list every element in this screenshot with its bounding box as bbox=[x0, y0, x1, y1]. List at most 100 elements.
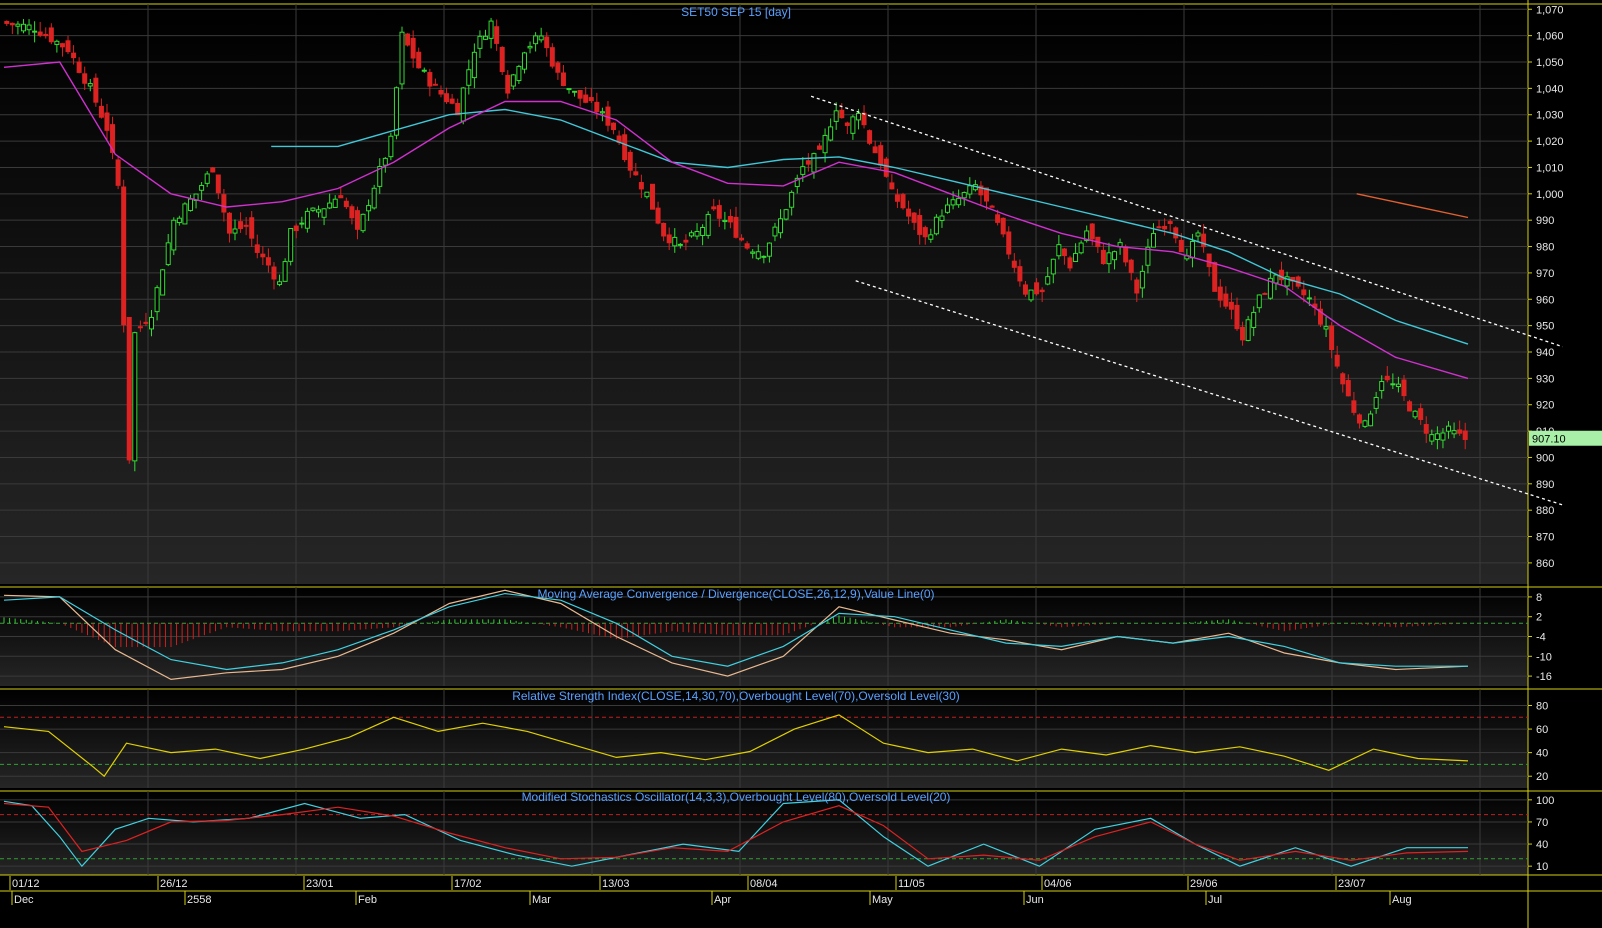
y-tick-label: 980 bbox=[1536, 242, 1554, 254]
panel-title: Moving Average Convergence / Divergence(… bbox=[537, 587, 934, 601]
candle-down bbox=[816, 145, 823, 150]
y-tick-label: 40 bbox=[1536, 748, 1548, 760]
candle-up bbox=[1273, 274, 1279, 284]
candle-down bbox=[265, 257, 271, 266]
panel-title: SET50 SEP 15 [day] bbox=[681, 5, 791, 19]
candle-down bbox=[911, 212, 917, 223]
candle bbox=[438, 85, 444, 98]
candle-up bbox=[750, 251, 756, 254]
candle-up bbox=[304, 210, 310, 229]
candle bbox=[839, 103, 845, 119]
candle bbox=[1056, 234, 1062, 260]
candle bbox=[538, 27, 544, 43]
candle-up bbox=[783, 209, 789, 220]
candle-down bbox=[1334, 354, 1340, 367]
candle-up bbox=[182, 203, 188, 225]
candle-up bbox=[1150, 233, 1156, 248]
candle bbox=[20, 19, 26, 34]
y-tick-label: -10 bbox=[1536, 651, 1552, 663]
candle-down bbox=[243, 224, 249, 227]
candle-up bbox=[1429, 434, 1435, 442]
candle-up bbox=[1073, 252, 1079, 263]
candle-up bbox=[332, 198, 338, 208]
candle-up bbox=[1045, 276, 1051, 285]
candle bbox=[76, 57, 82, 74]
candle-up bbox=[1267, 277, 1273, 299]
candle-down bbox=[1407, 401, 1413, 412]
candle bbox=[1457, 420, 1463, 436]
candle-up bbox=[288, 228, 294, 262]
candle bbox=[521, 51, 527, 74]
candle-down bbox=[633, 171, 639, 176]
candle-down bbox=[1201, 233, 1207, 248]
candle bbox=[354, 206, 360, 240]
y-tick-label: 920 bbox=[1536, 400, 1554, 412]
candle-up bbox=[722, 219, 728, 223]
candle bbox=[1039, 287, 1045, 303]
candle-down bbox=[622, 134, 628, 161]
candle-down bbox=[494, 26, 500, 44]
candle bbox=[1440, 428, 1446, 449]
candle-up bbox=[677, 243, 683, 246]
candle bbox=[544, 32, 550, 57]
candle bbox=[772, 222, 778, 242]
candle-down bbox=[1206, 253, 1212, 268]
candle bbox=[43, 27, 49, 39]
candle-up bbox=[1106, 252, 1112, 265]
y-tick-label: 900 bbox=[1536, 452, 1554, 464]
candle bbox=[688, 230, 694, 238]
candle-down bbox=[594, 101, 600, 113]
candle bbox=[388, 132, 394, 161]
candle-up bbox=[761, 255, 767, 258]
candle bbox=[1362, 419, 1368, 429]
candle-down bbox=[110, 124, 116, 153]
candle-down bbox=[583, 94, 589, 103]
candle-down bbox=[59, 43, 65, 48]
candle bbox=[26, 19, 32, 35]
candle-up bbox=[1395, 383, 1401, 388]
candle-down bbox=[805, 160, 811, 165]
candle-down bbox=[43, 33, 49, 37]
candle bbox=[1034, 278, 1040, 296]
y-tick-label: -16 bbox=[1536, 671, 1552, 683]
candle-up bbox=[1056, 244, 1062, 257]
candle-up bbox=[850, 116, 856, 134]
candle bbox=[1201, 224, 1207, 253]
candle bbox=[199, 181, 205, 201]
candle-down bbox=[416, 51, 422, 69]
candle-up bbox=[1251, 311, 1257, 328]
candle bbox=[850, 114, 856, 140]
candle-up bbox=[967, 185, 973, 195]
candle-up bbox=[1379, 381, 1385, 392]
candle-down bbox=[1017, 266, 1023, 282]
candle-down bbox=[1089, 223, 1095, 240]
candle bbox=[933, 214, 939, 236]
candle bbox=[716, 199, 722, 227]
candle-up bbox=[700, 227, 706, 236]
candle bbox=[1351, 391, 1357, 416]
candle bbox=[366, 199, 372, 221]
candle-down bbox=[1212, 262, 1218, 292]
candle bbox=[316, 205, 322, 218]
candle-down bbox=[82, 73, 88, 84]
candle-down bbox=[1418, 408, 1424, 420]
candle-down bbox=[577, 89, 583, 99]
candle-down bbox=[1173, 227, 1179, 239]
candle bbox=[577, 89, 583, 107]
candle bbox=[633, 162, 639, 176]
candle-down bbox=[1234, 304, 1240, 330]
candle-down bbox=[1034, 282, 1040, 295]
candle-down bbox=[438, 89, 444, 95]
candle-up bbox=[199, 185, 205, 191]
candle bbox=[516, 64, 522, 84]
candle-up bbox=[755, 251, 761, 259]
candle-down bbox=[906, 208, 912, 217]
candle bbox=[410, 30, 416, 68]
candle-down bbox=[1240, 326, 1246, 341]
candle bbox=[59, 42, 65, 57]
candle-up bbox=[705, 214, 711, 236]
candle-up bbox=[855, 112, 861, 121]
candle bbox=[1384, 366, 1390, 383]
candle-down bbox=[121, 186, 127, 326]
candle-down bbox=[1022, 284, 1028, 295]
